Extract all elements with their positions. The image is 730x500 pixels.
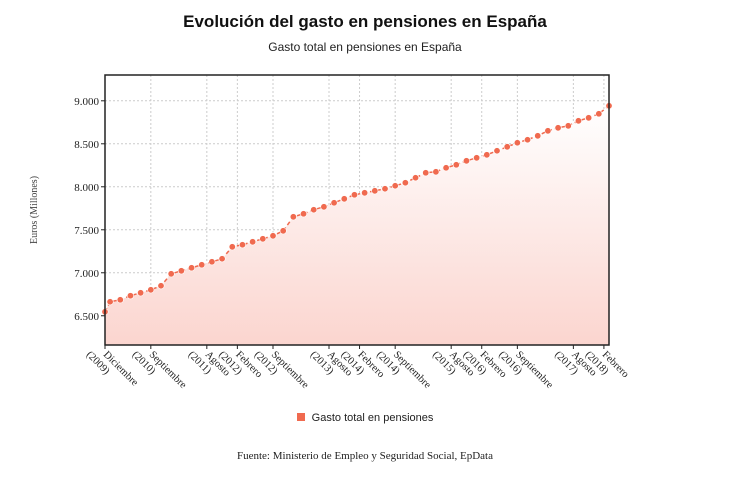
data-point[interactable] — [432, 168, 440, 176]
y-tick-label: 9.000 — [74, 96, 99, 108]
data-point[interactable] — [126, 292, 134, 300]
data-point[interactable] — [401, 179, 409, 187]
legend-swatch — [296, 413, 305, 422]
data-point[interactable] — [116, 296, 124, 304]
y-tick-label: 8.500 — [74, 139, 99, 151]
series-area-fill — [105, 105, 609, 345]
x-axis: Diciembre(2009) Septiembre(2010) Agosto(20… — [84, 345, 631, 391]
x-tick-label: Septiembre(2010) — [130, 349, 189, 391]
data-point[interactable] — [544, 127, 552, 135]
data-point[interactable] — [412, 174, 420, 182]
data-point[interactable] — [218, 255, 226, 263]
data-point[interactable] — [289, 213, 297, 221]
data-point[interactable] — [483, 151, 491, 159]
data-point[interactable] — [167, 270, 175, 278]
data-point[interactable] — [585, 114, 593, 122]
plot-frame — [104, 74, 610, 346]
data-point[interactable] — [554, 124, 562, 132]
data-point[interactable] — [350, 191, 358, 199]
data-point[interactable] — [198, 261, 206, 269]
data-point[interactable] — [534, 132, 542, 140]
y-tick-label: 7.000 — [74, 268, 99, 280]
y-axis-label: Euros (Millones) — [29, 176, 40, 244]
legend-label[interactable]: Gasto total en pensiones — [311, 412, 434, 424]
data-point[interactable] — [473, 154, 481, 162]
legend: Gasto total en pensiones — [0, 412, 730, 424]
data-point[interactable] — [493, 147, 501, 155]
data-point[interactable] — [340, 195, 348, 203]
y-tick-label: 8.000 — [74, 182, 99, 194]
data-point[interactable] — [371, 187, 379, 195]
data-point[interactable] — [513, 139, 521, 147]
data-point[interactable] — [188, 264, 196, 272]
data-point[interactable] — [381, 185, 389, 193]
data-point[interactable] — [442, 164, 450, 172]
data-point[interactable] — [524, 136, 532, 144]
data-point[interactable] — [310, 206, 318, 214]
source-note: Fuente: Ministerio de Empleo y Seguridad… — [236, 450, 493, 462]
data-point[interactable] — [137, 289, 145, 297]
data-point[interactable] — [320, 203, 328, 211]
data-point[interactable] — [300, 210, 308, 218]
chart-subtitle: Gasto total en pensiones en España — [268, 40, 462, 54]
chart-title: Evolución del gasto en pensiones en Espa… — [183, 12, 547, 31]
data-point[interactable] — [228, 243, 236, 251]
data-point[interactable] — [503, 143, 511, 151]
data-point[interactable] — [208, 258, 216, 266]
data-point[interactable] — [177, 267, 185, 275]
data-point[interactable] — [564, 122, 572, 130]
x-tick-label: Diciembre(2009) — [84, 349, 140, 388]
data-point[interactable] — [147, 286, 155, 294]
data-point[interactable] — [574, 117, 582, 125]
data-point[interactable] — [157, 282, 165, 290]
data-point[interactable] — [106, 298, 114, 306]
series-line — [104, 105, 610, 313]
y-axis: 6.500 7.000 7.500 8.000 8.500 9.000 — [74, 96, 105, 323]
data-point[interactable] — [595, 110, 603, 118]
data-point[interactable] — [391, 182, 399, 190]
data-point[interactable] — [249, 238, 257, 246]
data-point[interactable] — [330, 199, 338, 207]
y-tick-label: 7.500 — [74, 225, 99, 237]
data-point[interactable] — [269, 232, 277, 240]
data-point[interactable] — [361, 189, 369, 197]
data-point[interactable] — [462, 157, 470, 165]
data-point[interactable] — [238, 241, 246, 249]
data-point[interactable] — [422, 169, 430, 177]
series-points — [101, 102, 613, 316]
y-tick-label: 6.500 — [74, 311, 99, 323]
data-point[interactable] — [259, 235, 267, 243]
data-point[interactable] — [279, 227, 287, 235]
data-point[interactable] — [452, 161, 460, 169]
